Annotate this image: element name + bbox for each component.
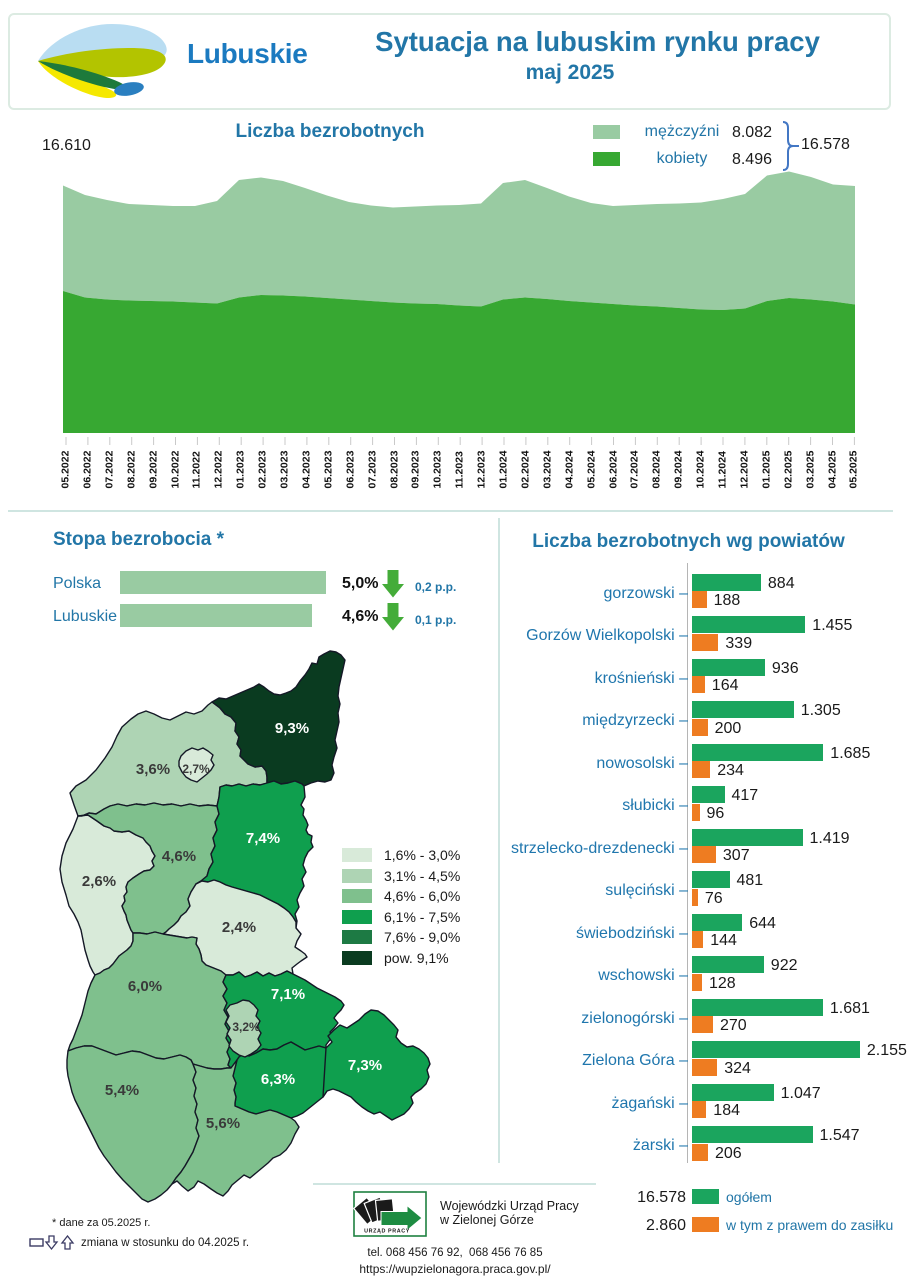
svg-text:7,1%: 7,1% [271, 986, 305, 1003]
svg-text:3,2%: 3,2% [232, 1020, 260, 1034]
svg-text:7,4%: 7,4% [246, 830, 280, 847]
svg-text:2,4%: 2,4% [222, 919, 256, 936]
svg-text:7,3%: 7,3% [348, 1057, 382, 1074]
svg-text:9,3%: 9,3% [275, 720, 309, 737]
svg-text:3,6%: 3,6% [136, 761, 170, 778]
svg-text:6,0%: 6,0% [128, 978, 162, 995]
svg-text:6,3%: 6,3% [261, 1071, 295, 1088]
svg-text:4,6%: 4,6% [162, 848, 196, 865]
svg-text:2,6%: 2,6% [82, 873, 116, 890]
svg-text:URZĄD PRACY: URZĄD PRACY [364, 1229, 410, 1235]
svg-text:5,6%: 5,6% [206, 1115, 240, 1132]
svg-text:2,7%: 2,7% [182, 762, 210, 776]
svg-text:5,4%: 5,4% [105, 1082, 139, 1099]
